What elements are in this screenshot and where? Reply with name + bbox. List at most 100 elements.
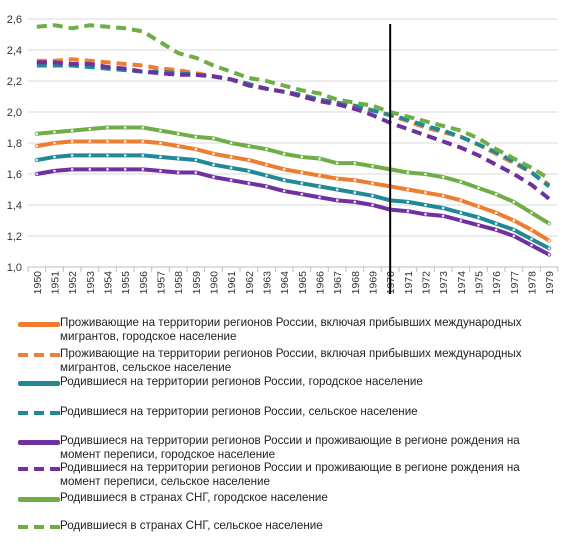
legend-label: Проживающие на территории регионов Росси…	[60, 347, 522, 374]
data-point	[106, 140, 109, 143]
x-tick-label: 1979	[544, 271, 556, 295]
data-point	[282, 168, 286, 171]
data-point	[88, 140, 92, 143]
data-point	[547, 239, 551, 242]
x-tick-label: 1976	[491, 271, 503, 295]
data-point	[477, 186, 480, 190]
data-point	[194, 147, 198, 151]
data-point	[265, 185, 268, 188]
legend-item: Родившиеся в странах СНГ, городское насе…	[18, 491, 563, 521]
data-point	[494, 192, 498, 196]
legend-label: Родившиеся в странах СНГ, городское насе…	[60, 491, 328, 504]
legend-label: Родившиеся в странах СНГ, сельское насел…	[60, 519, 323, 532]
x-tick-label: 1964	[279, 271, 291, 295]
data-point	[459, 199, 463, 202]
series-line	[34, 139, 552, 243]
data-point	[300, 182, 304, 185]
data-point	[371, 182, 374, 185]
legend-swatch	[18, 322, 60, 327]
y-tick-label: 1,4	[7, 200, 22, 212]
data-point	[512, 219, 516, 222]
data-point	[494, 222, 498, 225]
y-tick-label: 1,0	[7, 262, 22, 274]
data-point	[406, 200, 410, 204]
data-point	[406, 171, 410, 174]
data-point	[282, 152, 286, 156]
data-point	[35, 144, 39, 148]
x-tick-label: 1972	[421, 271, 433, 295]
data-point	[335, 199, 339, 202]
legend-swatch	[18, 525, 60, 529]
data-point	[70, 140, 74, 143]
data-point	[335, 188, 339, 191]
series-line	[34, 167, 552, 257]
x-tick-label: 1960	[209, 271, 221, 295]
data-point	[159, 169, 162, 173]
y-tick-label: 2,2	[7, 76, 22, 88]
data-point	[371, 203, 374, 207]
data-point	[477, 223, 480, 227]
x-tick-label: 1965	[297, 271, 309, 295]
data-point	[265, 174, 268, 177]
legend-label: Проживающие на территории регионов Росси…	[60, 316, 522, 343]
data-point	[70, 129, 74, 132]
legend-item: Родившиеся на территории регионов России…	[18, 434, 563, 464]
data-point	[141, 154, 145, 157]
x-tick-label: 1953	[85, 271, 97, 295]
data-point	[88, 154, 92, 157]
data-point	[70, 168, 74, 171]
data-point	[353, 178, 357, 182]
data-point	[335, 161, 339, 165]
data-point	[53, 155, 56, 159]
data-point	[35, 158, 39, 162]
data-point	[547, 253, 551, 256]
data-point	[88, 168, 92, 171]
x-tick-label: 1968	[350, 271, 362, 295]
data-point	[318, 157, 321, 160]
data-point	[212, 137, 215, 140]
x-tick-label: 1962	[244, 271, 256, 295]
data-point	[477, 216, 480, 219]
data-point	[282, 178, 286, 182]
x-tick-label: 1974	[456, 271, 468, 295]
y-tick-label: 1,2	[7, 231, 22, 243]
legend-swatch	[18, 467, 60, 471]
line-chart: 1,0 1,2 1,4 1,6 1,8 2,0 2,2 2,4 2,6 1950 1951 1952…	[7, 14, 559, 295]
data-point	[459, 219, 463, 222]
legend-item: Родившиеся на территории регионов России…	[18, 405, 563, 435]
data-point	[176, 157, 180, 160]
data-point	[53, 141, 56, 145]
data-point	[212, 163, 215, 166]
data-point	[318, 195, 321, 199]
x-tick-label: 1963	[262, 271, 274, 295]
data-point	[106, 126, 109, 129]
data-point	[424, 213, 427, 216]
data-point	[247, 169, 251, 173]
data-point	[494, 228, 498, 232]
data-point	[459, 211, 463, 215]
data-point	[406, 188, 410, 191]
legend-swatch	[18, 440, 60, 445]
y-tick-label: 1,6	[7, 169, 22, 181]
x-tick-label: 1955	[120, 271, 132, 295]
data-point	[141, 126, 145, 129]
legend-swatch	[18, 381, 60, 386]
data-point	[318, 174, 321, 177]
data-point	[159, 129, 162, 132]
x-axis-ticks: 1950 1951 1952 1953 1954 1955 1956 1957 1958 1959…	[27, 267, 559, 295]
x-tick-label: 1958	[173, 271, 185, 295]
legend-swatch	[18, 353, 60, 357]
data-point	[441, 214, 445, 218]
x-tick-label: 1952	[67, 271, 79, 295]
legend-item: Проживающие на территории регионов Росси…	[18, 347, 563, 377]
data-point	[247, 144, 251, 148]
x-tick-label: 1957	[156, 271, 168, 295]
data-point	[512, 234, 516, 238]
data-point	[265, 147, 268, 151]
data-point	[88, 127, 92, 131]
data-point	[123, 126, 127, 129]
data-point	[424, 203, 427, 207]
data-point	[512, 200, 516, 204]
data-point	[530, 237, 533, 241]
data-point	[106, 168, 109, 171]
